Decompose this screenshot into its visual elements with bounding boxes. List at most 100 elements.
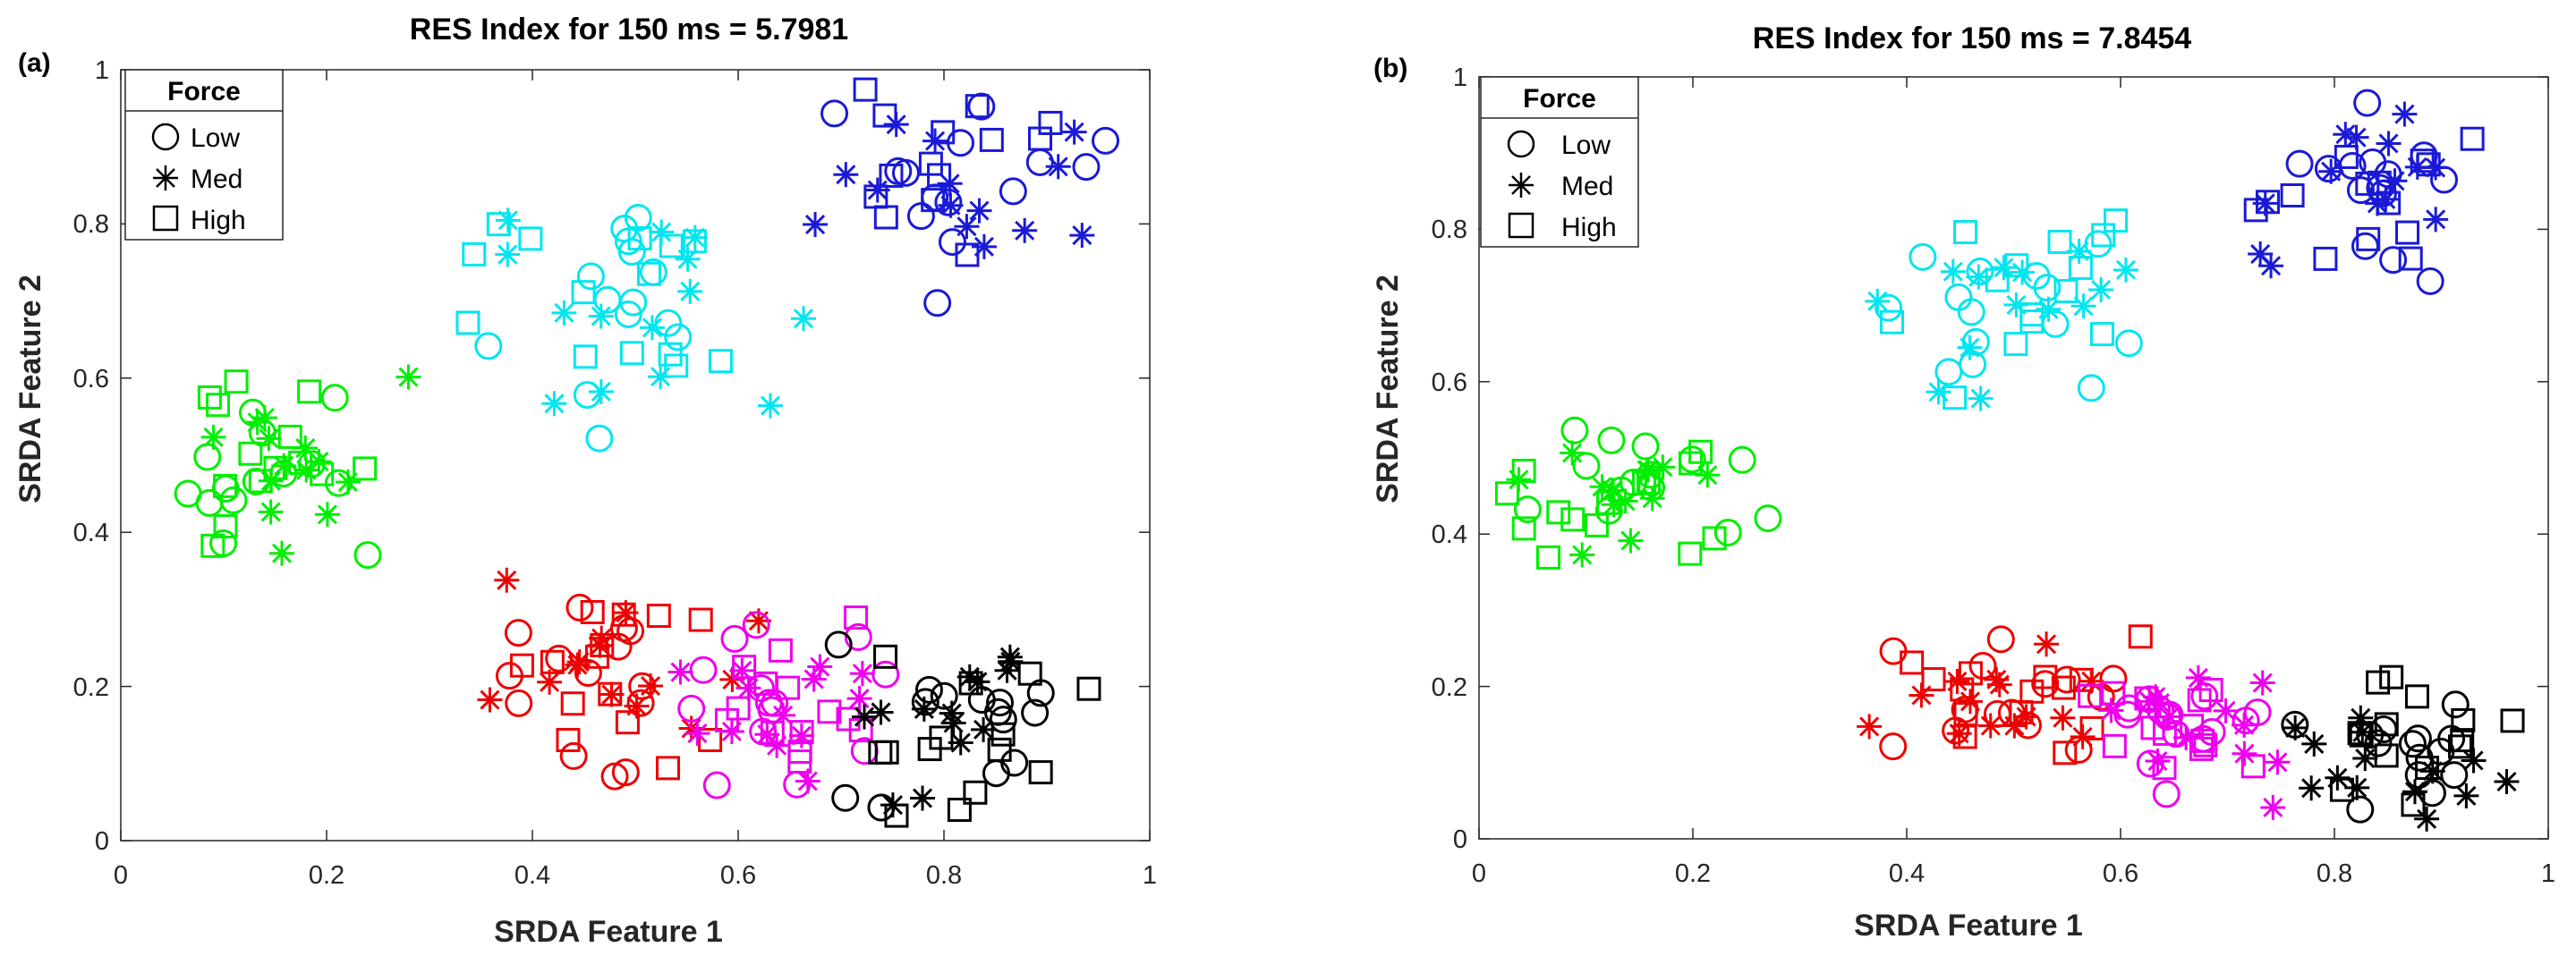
data-point-asterisk	[2070, 293, 2096, 319]
data-point-circle	[1091, 126, 1119, 155]
legend-title: Force	[167, 77, 241, 106]
data-point-square	[789, 720, 814, 745]
x-tick-label: 0.4	[1889, 859, 1925, 888]
data-point-circle	[2136, 749, 2164, 778]
data-point-square	[963, 780, 988, 805]
data-point-square	[1702, 526, 1727, 551]
series-cyan	[1865, 208, 2143, 411]
data-point-circle	[495, 662, 523, 690]
data-point-asterisk	[2299, 775, 2325, 801]
x-tick-label: 0.8	[2317, 859, 2352, 888]
data-point-asterisk	[1957, 689, 1983, 715]
series-black	[824, 630, 1101, 828]
data-point-asterisk	[639, 315, 665, 341]
data-point-circle	[2404, 761, 2433, 790]
panel-a-plot-frame	[120, 69, 1151, 842]
data-point-circle	[831, 783, 860, 812]
data-point-square	[979, 127, 1004, 152]
data-point-circle	[677, 694, 706, 723]
panel-a-legend: Force Low Med High	[124, 69, 284, 241]
data-point-asterisk	[677, 278, 703, 304]
panel-b-x-tick-labels: 0 0.2 0.4 0.6 0.8 1	[1472, 859, 2555, 888]
data-point-square	[2395, 220, 2420, 245]
data-point-square	[2451, 707, 2476, 732]
x-tick-label: 0.6	[720, 861, 756, 890]
data-point-square	[1688, 439, 1713, 464]
data-point-square	[872, 103, 897, 128]
data-point-circle	[610, 215, 639, 243]
data-point-asterisk	[293, 436, 319, 461]
data-point-circle	[2243, 698, 2272, 727]
data-point-square	[2376, 190, 2402, 216]
x-tick-label: 0.6	[2103, 859, 2138, 888]
data-point-asterisk	[541, 391, 567, 417]
data-point-asterisk	[1012, 217, 1038, 243]
panel-a-letter: (a)	[18, 48, 51, 78]
data-point-square	[1632, 470, 1657, 495]
data-point-circle	[2405, 743, 2434, 772]
data-point-square	[2401, 792, 2426, 817]
data-point-asterisk	[1061, 119, 1087, 145]
data-point-square	[2053, 278, 2079, 303]
data-point-asterisk	[1991, 255, 2017, 281]
data-point-circle	[2053, 665, 2081, 694]
data-point-square	[2152, 756, 2177, 781]
data-point-square	[1028, 760, 1053, 785]
data-point-square	[540, 649, 565, 674]
data-point-square	[615, 710, 640, 735]
data-point-asterisk	[1857, 714, 1883, 740]
data-point-circle	[2281, 710, 2309, 739]
data-point-circle	[505, 689, 533, 717]
data-point-square	[2091, 223, 2116, 248]
data-point-asterisk	[2461, 748, 2487, 774]
data-point-asterisk	[2003, 292, 2029, 317]
data-point-circle	[614, 300, 642, 328]
data-point-square	[573, 344, 598, 369]
data-point-asterisk	[477, 687, 503, 713]
data-point-square	[656, 756, 681, 781]
data-point-circle	[614, 227, 642, 256]
data-point-circle	[2346, 176, 2375, 205]
y-tick-label: 0.4	[73, 519, 109, 547]
data-point-circle	[689, 656, 718, 684]
panel-a-title: RES Index for 150 ms = 5.7981	[410, 13, 848, 47]
data-point-asterisk	[2248, 241, 2274, 267]
data-point-square	[2128, 624, 2153, 649]
data-point-square	[2460, 126, 2485, 151]
data-point-asterisk	[2352, 746, 2378, 772]
series-blue	[2243, 89, 2485, 295]
data-point-circle	[1021, 698, 1050, 727]
data-point-square	[263, 455, 288, 480]
data-point-square	[2334, 144, 2359, 169]
data-point-square	[2450, 728, 2475, 753]
data-point-circle	[585, 424, 614, 453]
data-point-square	[2078, 683, 2103, 708]
panel-b-legend: Force Low Med High	[1480, 76, 1639, 248]
legend-asterisk-marker	[1509, 173, 1534, 198]
data-point-square	[1494, 481, 1519, 506]
data-point-square	[213, 514, 238, 539]
y-tick-label: 0.6	[1432, 368, 1467, 397]
data-point-asterisk	[2050, 705, 2076, 731]
data-point-circle	[2162, 720, 2190, 749]
data-point-asterisk	[684, 721, 710, 747]
data-point-square	[917, 737, 942, 762]
data-point-circle	[2416, 266, 2444, 295]
x-tick-label: 0.8	[926, 861, 962, 890]
data-point-square	[2448, 734, 2473, 759]
data-point-circle	[2437, 724, 2466, 753]
series-black	[2281, 664, 2525, 832]
data-point-square	[1076, 676, 1101, 701]
data-point-circle	[174, 479, 202, 508]
data-point-asterisk	[868, 699, 894, 725]
series-magenta	[2078, 664, 2291, 820]
panel-a-x-axis-label: SRDA Feature 1	[494, 915, 723, 949]
data-point-square	[462, 241, 487, 266]
panel-a-points	[174, 77, 1119, 828]
panel-b-plot-frame	[1478, 76, 2549, 840]
data-point-asterisk	[971, 716, 997, 742]
data-point-square	[2356, 226, 2381, 251]
data-point-square	[2053, 740, 2078, 766]
data-point-circle	[985, 689, 1014, 717]
panel-b-letter: (b)	[1373, 54, 1407, 83]
